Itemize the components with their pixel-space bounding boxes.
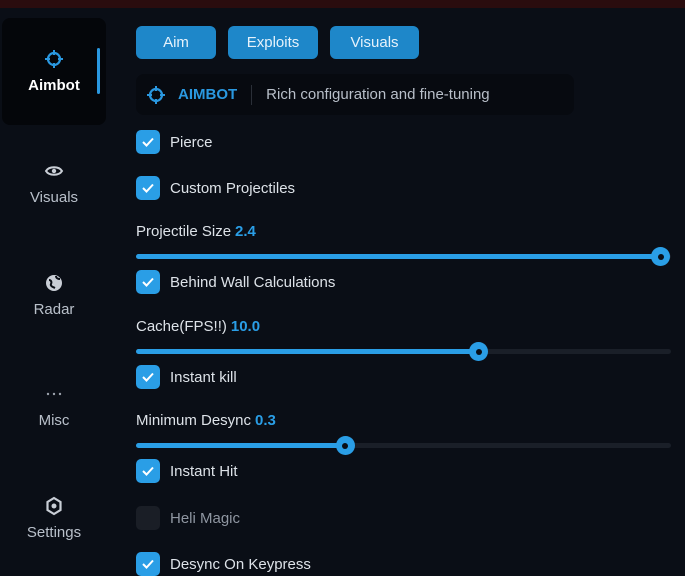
checkbox-unchecked[interactable] xyxy=(136,506,160,530)
sidebar-item-aimbot[interactable]: Aimbot xyxy=(2,18,106,125)
instant-kill-checkbox[interactable]: Instant kill xyxy=(136,365,237,389)
checkbox-checked[interactable] xyxy=(136,552,160,576)
checkbox-label: Custom Projectiles xyxy=(170,179,296,197)
crosshair-icon xyxy=(45,50,63,68)
slider-fill xyxy=(136,443,345,448)
sidebar-item-misc[interactable]: Misc xyxy=(2,353,106,460)
behind-wall-checkbox[interactable]: Behind Wall Calculations xyxy=(136,270,335,294)
heli-magic-checkbox[interactable]: Heli Magic xyxy=(136,506,240,530)
globe-icon xyxy=(46,275,62,291)
sidebar: Aimbot Visuals Radar Misc Settings xyxy=(0,8,112,575)
cache-label: Cache(FPS!!) 10.0 xyxy=(136,318,261,335)
checkbox-label: Instant Hit xyxy=(170,462,238,480)
sidebar-item-label: Radar xyxy=(33,301,75,318)
projectile-size-slider[interactable] xyxy=(136,247,671,266)
checkbox-label: Behind Wall Calculations xyxy=(170,273,336,291)
check-icon xyxy=(142,466,154,476)
active-indicator xyxy=(97,48,100,94)
tab-bar: Aim Exploits Visuals xyxy=(136,26,419,59)
eye-icon xyxy=(44,166,64,176)
slider-fill xyxy=(136,349,479,354)
desync-on-keypress-checkbox[interactable]: Desync On Keypress xyxy=(136,552,311,576)
slider-value: 10.0 xyxy=(230,318,261,335)
slider-handle[interactable] xyxy=(335,436,355,455)
pierce-checkbox[interactable]: Pierce xyxy=(136,130,213,154)
window-top-strip xyxy=(0,0,685,8)
minimum-desync-label: Minimum Desync 0.3 xyxy=(136,412,276,429)
checkbox-checked[interactable] xyxy=(136,176,160,200)
check-icon xyxy=(142,372,154,382)
checkbox-label: Pierce xyxy=(170,133,213,151)
tab-aim[interactable]: Aim xyxy=(136,26,216,59)
check-icon xyxy=(142,137,154,147)
slider-fill xyxy=(136,254,661,259)
check-icon xyxy=(142,277,154,287)
checkbox-checked[interactable] xyxy=(136,130,160,154)
main-panel: Aim Exploits Visuals AIMBOT Rich configu… xyxy=(136,0,685,576)
sidebar-item-label: Settings xyxy=(26,524,82,541)
sidebar-item-label: Aimbot xyxy=(28,77,80,94)
slider-value: 0.3 xyxy=(255,412,276,429)
tab-visuals[interactable]: Visuals xyxy=(330,26,419,59)
checkbox-checked[interactable] xyxy=(136,365,160,389)
checkbox-checked[interactable] xyxy=(136,459,160,483)
crosshair-icon xyxy=(147,85,165,104)
sidebar-item-visuals[interactable]: Visuals xyxy=(2,130,106,237)
ellipsis-icon xyxy=(46,392,62,396)
section-header: AIMBOT Rich configuration and fine-tunin… xyxy=(136,74,574,115)
checkbox-checked[interactable] xyxy=(136,270,160,294)
check-icon xyxy=(142,183,154,193)
tab-exploits[interactable]: Exploits xyxy=(228,26,318,59)
custom-projectiles-checkbox[interactable]: Custom Projectiles xyxy=(136,176,295,200)
instant-hit-checkbox[interactable]: Instant Hit xyxy=(136,459,238,483)
sidebar-item-settings[interactable]: Settings xyxy=(2,465,106,572)
section-description: Rich configuration and fine-tuning xyxy=(266,86,490,103)
slider-handle[interactable] xyxy=(651,247,671,266)
sidebar-item-label: Visuals xyxy=(29,189,79,206)
divider xyxy=(251,84,253,105)
section-title: AIMBOT xyxy=(178,86,238,103)
minimum-desync-slider[interactable] xyxy=(136,436,671,455)
cache-slider[interactable] xyxy=(136,342,671,361)
sidebar-item-radar[interactable]: Radar xyxy=(2,242,106,349)
sidebar-item-label: Misc xyxy=(38,412,70,429)
slider-value: 2.4 xyxy=(235,223,256,240)
check-icon xyxy=(142,559,154,569)
slider-handle[interactable] xyxy=(469,342,489,361)
checkbox-label: Desync On Keypress xyxy=(170,555,311,573)
checkbox-label: Instant kill xyxy=(170,368,237,386)
projectile-size-label: Projectile Size 2.4 xyxy=(136,223,256,240)
gear-icon xyxy=(46,496,62,516)
checkbox-label: Heli Magic xyxy=(170,509,241,527)
